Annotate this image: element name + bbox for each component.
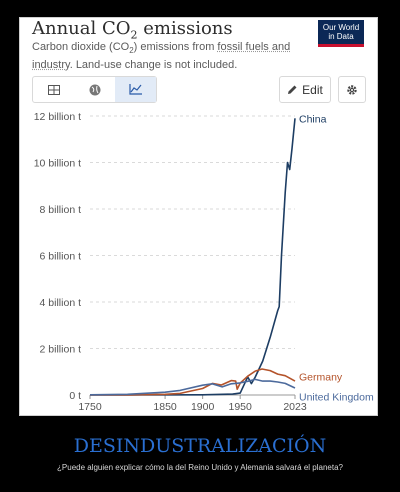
caption-title: DESINDUSTRALIZACIÓN xyxy=(73,435,327,457)
edit-button[interactable]: Edit xyxy=(279,76,331,103)
owid-logo[interactable]: Our World in Data xyxy=(318,20,364,47)
chart-subtitle: Carbon dioxide (CO2) emissions from foss… xyxy=(32,41,291,72)
tab-table[interactable] xyxy=(33,77,74,102)
tab-chart[interactable] xyxy=(115,77,156,102)
x-tick-label: 1850 xyxy=(153,401,177,413)
x-tick-label: 1950 xyxy=(229,401,253,413)
x-tick-label: 1900 xyxy=(191,401,215,413)
y-tick-label: 4 billion t xyxy=(40,297,82,309)
y-tick-label: 2 billion t xyxy=(40,344,82,356)
series-label-uk: United Kingdom xyxy=(299,392,374,404)
pencil-icon xyxy=(288,85,297,94)
tab-map[interactable] xyxy=(74,77,115,102)
gear-icon xyxy=(347,84,357,95)
series-label-germany: Germany xyxy=(299,371,343,383)
settings-button[interactable] xyxy=(338,76,366,103)
series-line-uk xyxy=(89,378,296,396)
y-tick-label: 10 billion t xyxy=(34,158,81,170)
view-tabs xyxy=(32,76,157,103)
y-tick-label: 8 billion t xyxy=(40,204,82,216)
y-tick-label: 12 billion t xyxy=(34,111,81,123)
y-tick-label: 6 billion t xyxy=(40,251,82,263)
edit-label: Edit xyxy=(302,82,323,97)
line-chart: 0 t 2 billion t 4 billion t 6 billion t 8 bi… xyxy=(34,111,374,413)
table-icon xyxy=(47,84,60,95)
globe-icon xyxy=(89,84,100,95)
x-tick-label: 2023 xyxy=(283,401,307,413)
series-line-germany xyxy=(89,368,296,396)
caption-text: ¿Puede alguien explicar cómo la del Rein… xyxy=(57,463,343,472)
chart-panel: Annual CO2 emissions Carbon dioxide (CO2… xyxy=(19,17,378,416)
x-tick-label: 1750 xyxy=(78,401,102,413)
series-label-china: China xyxy=(299,113,327,125)
y-tick-label: 0 t xyxy=(69,390,81,402)
line-chart-icon xyxy=(129,84,142,95)
chart-title: Annual CO2 emissions xyxy=(32,18,233,42)
fossil-fuels-link[interactable]: fossil fuels and industry xyxy=(32,41,291,72)
series-line-china xyxy=(89,118,296,396)
